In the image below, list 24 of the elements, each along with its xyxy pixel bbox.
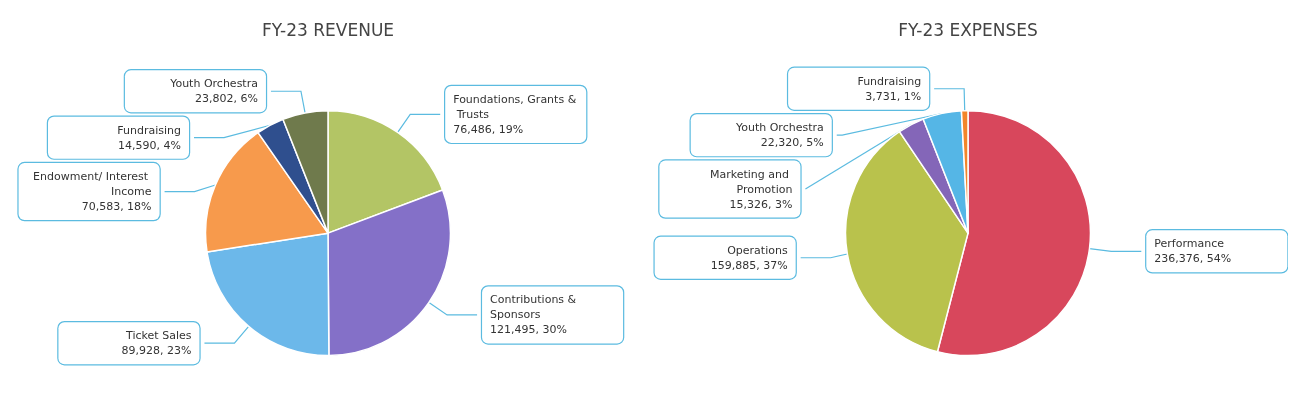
data-label: 3,731, 1% (865, 89, 922, 103)
slice-label: Fundraising (117, 123, 181, 137)
data-label: 76,486, 19% (453, 122, 524, 136)
chart-title: FY-23 REVENUE (261, 19, 395, 40)
chart-title: FY-23 EXPENSES (898, 19, 1038, 40)
slice-label: Operations (727, 243, 788, 257)
slice-label: Youth Orchestra (169, 77, 258, 91)
slice-label: Marketing and Promotion (709, 167, 793, 196)
data-label: 89,928, 23% (121, 344, 192, 358)
slice-label: Fundraising (857, 74, 922, 88)
slice-label: Youth Orchestra (734, 121, 824, 135)
data-label: 70,583, 18% (81, 200, 152, 214)
data-label: 15,326, 3% (729, 197, 793, 211)
slice-label: Foundations, Grants & Trusts (453, 92, 577, 121)
slice-label: Performance (1154, 237, 1225, 251)
data-label: 14,590, 4% (118, 138, 181, 152)
slice-label: Endowment/ Interest Income (33, 170, 152, 199)
data-label: 121,495, 30% (490, 323, 568, 337)
data-label: 22,320, 5% (760, 136, 824, 150)
slice-label: Ticket Sales (125, 329, 192, 343)
data-label: 236,376, 54% (1154, 252, 1232, 266)
data-label: 159,885, 37% (710, 258, 788, 272)
data-label: 23,802, 6% (195, 92, 258, 106)
slice-label: Contributions & Sponsors (490, 293, 580, 322)
